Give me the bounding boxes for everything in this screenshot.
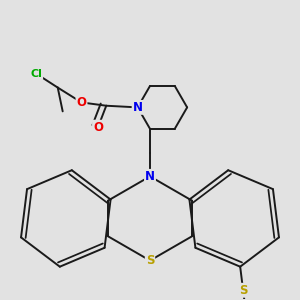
- Text: N: N: [133, 101, 142, 114]
- Text: O: O: [93, 121, 103, 134]
- Text: S: S: [239, 284, 248, 297]
- Text: Cl: Cl: [30, 69, 42, 79]
- Text: S: S: [146, 254, 154, 267]
- Text: N: N: [145, 170, 155, 183]
- Text: O: O: [76, 96, 86, 109]
